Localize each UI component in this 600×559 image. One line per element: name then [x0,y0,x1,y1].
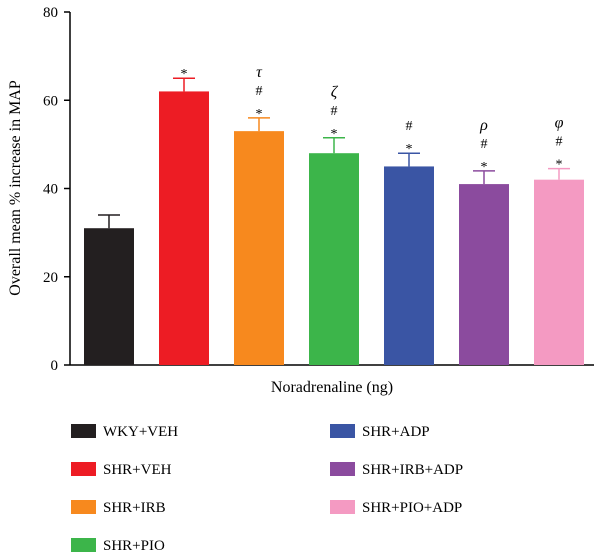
legend-swatch [71,424,96,438]
bars-group: * * # τ * # ζ * # * # ρ * # φ [84,64,584,366]
bar [459,184,509,365]
significance-mark: φ [555,115,564,132]
legend-swatch [330,462,355,476]
legend-label: SHR+IRB+ADP [362,462,463,478]
legend-label: WKY+VEH [103,424,178,440]
bar [84,228,134,365]
legend-label: SHR+PIO [103,538,165,554]
significance-mark: ζ [331,84,339,101]
legend-swatch [71,500,96,514]
significance-mark: * [256,107,263,122]
legend-label: SHR+IRB [103,500,166,516]
significance-mark: * [481,160,488,175]
significance-mark: τ [256,64,263,81]
bar [234,131,284,365]
bar [159,91,209,366]
significance-mark: * [181,67,188,82]
bar [309,153,359,365]
significance-mark: # [556,135,563,150]
y-tick-label: 0 [51,358,59,374]
bar [534,179,584,365]
bar [384,166,434,365]
x-axis-title: Noradrenaline (ng) [271,379,393,396]
significance-mark: * [406,142,413,157]
legend-swatch [330,500,355,514]
legend-swatch [71,462,96,476]
y-tick-label: 60 [43,93,58,109]
y-axis-title: Overall mean % increase in MAP [7,80,24,296]
significance-mark: # [406,119,413,134]
legend-label: SHR+ADP [362,424,430,440]
significance-mark: ρ [479,117,488,134]
significance-mark: # [256,84,263,99]
y-tick-label: 40 [43,182,58,198]
legend-swatch [71,538,96,552]
y-ticks: 0 20 40 60 80 [43,5,70,374]
significance-mark: * [556,158,563,173]
axes: 0 20 40 60 80 [43,5,594,374]
significance-mark: # [481,137,488,152]
significance-mark: # [331,104,338,119]
legend-swatch [330,424,355,438]
legend: WKY+VEH SHR+VEH SHR+IRB SHR+PIO SHR+ADP SHR+I… [71,424,463,554]
legend-label: SHR+VEH [103,462,172,478]
y-tick-label: 80 [43,5,58,21]
y-tick-label: 20 [43,270,58,286]
legend-label: SHR+PIO+ADP [362,500,462,516]
significance-mark: * [331,127,338,142]
